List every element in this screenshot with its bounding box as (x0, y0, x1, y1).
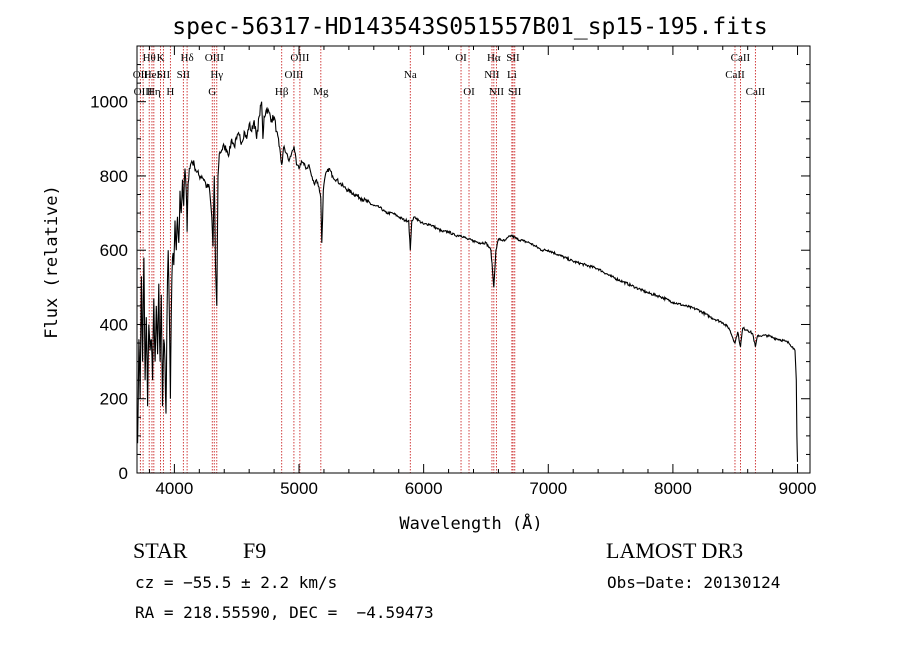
line-label-3: HeI (144, 69, 161, 81)
x-tick-label-1: 5000 (280, 479, 318, 498)
y-tick-label-4: 800 (100, 167, 128, 186)
line-label-4: Hη (147, 86, 161, 98)
x-axis-label: Wavelength (Å) (399, 512, 542, 534)
line-label-14: OIII (290, 52, 309, 64)
emission-line-markers (139, 46, 756, 473)
line-label-2: OIII (134, 86, 153, 98)
line-label-10: OIII (205, 52, 224, 64)
line-label-0: Hθ (143, 52, 156, 64)
y-tick-label-0: 0 (119, 464, 128, 483)
x-tick-label-2: 6000 (405, 479, 443, 498)
line-label-19: OI (463, 86, 475, 98)
y-tick-label-1: 200 (100, 390, 128, 409)
y-tick-label-3: 600 (100, 241, 128, 260)
survey-name: LAMOST DR3 (606, 538, 744, 563)
coordinates: RA = 218.55590, DEC = −4.59473 (135, 603, 434, 622)
line-label-8: Hδ (181, 52, 194, 64)
line-label-17: Na (404, 69, 417, 81)
line-label-25: SII (508, 86, 522, 98)
line-label-23: SII (506, 52, 520, 64)
line-label-18: OI (455, 52, 467, 64)
line-label-15: OIII (284, 69, 303, 81)
line-label-9: SII (177, 69, 191, 81)
y-tick-label-5: 1000 (90, 93, 128, 112)
y-tick-label-2: 400 (100, 315, 128, 334)
x-tick-label-0: 4000 (155, 479, 193, 498)
line-label-21: NII (484, 69, 500, 81)
y-axis: 0 200 400 600 800 1000 (90, 45, 810, 483)
y-axis-label: Flux (relative) (42, 185, 62, 339)
line-label-20: Hα (487, 52, 501, 64)
line-label-5: K (157, 52, 165, 64)
line-label-22: NII (489, 86, 505, 98)
x-axis: 4000 5000 6000 7000 8000 9000 (148, 46, 817, 498)
line-label-11: Hγ (210, 69, 223, 81)
line-label-27: CaII (725, 69, 745, 81)
plot-frame (136, 45, 811, 474)
observation-date: Obs−Date: 20130124 (607, 573, 781, 592)
x-tick-label-3: 7000 (529, 479, 567, 498)
spectrum-series-line (137, 101, 799, 462)
line-label-28: CaII (746, 86, 766, 98)
line-label-26: CaII (731, 52, 751, 64)
line-label-24: Li (507, 69, 517, 81)
object-subclass: F9 (243, 538, 267, 563)
x-tick-label-5: 9000 (779, 479, 817, 498)
redshift-cz: cz = −55.5 ± 2.2 km/s (135, 573, 338, 592)
line-label-12: G (208, 86, 216, 98)
line-label-7: H (166, 86, 174, 98)
line-label-16: Mg (313, 86, 329, 98)
chart-title: spec-56317-HD143543S051557B01_sp15-195.f… (172, 14, 767, 40)
line-label-13: Hβ (275, 86, 289, 98)
x-tick-label-4: 8000 (654, 479, 692, 498)
line-label-6: SII (157, 69, 171, 81)
object-class: STAR (133, 538, 188, 563)
